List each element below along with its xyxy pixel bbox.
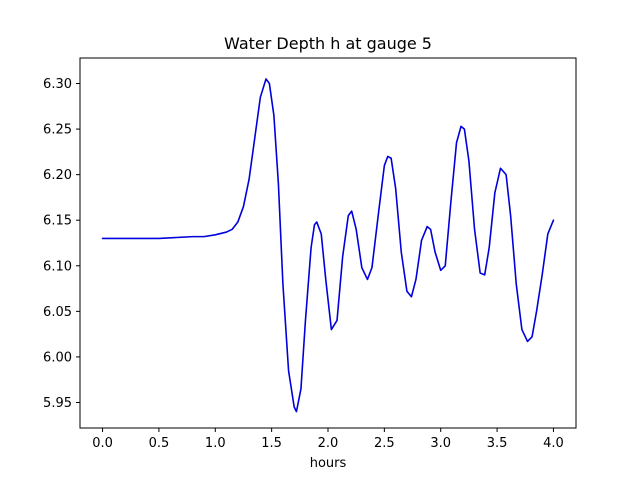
- x-axis-label: hours: [310, 456, 347, 471]
- y-axis: 5.95 6.00 6.05 6.10 6.15 6.20 6.25 6.30: [43, 77, 80, 411]
- y-tick-label: 6.25: [43, 123, 72, 138]
- y-tick-label: 6.00: [43, 350, 72, 365]
- y-tick-label: 6.15: [43, 214, 72, 229]
- x-tick-label: 1.0: [205, 436, 226, 451]
- x-tick-label: 1.5: [261, 436, 282, 451]
- plot-area: [101, 78, 555, 413]
- y-tick-label: 6.20: [43, 168, 72, 183]
- x-tick-label: 2.5: [374, 436, 395, 451]
- y-tick-label: 6.30: [43, 77, 72, 92]
- y-tick-label: 6.05: [43, 305, 72, 320]
- x-tick-label: 4.0: [543, 436, 564, 451]
- x-tick-label: 3.0: [430, 436, 451, 451]
- x-tick-label: 3.5: [487, 436, 508, 451]
- x-tick-label: 0.0: [92, 436, 113, 451]
- x-tick-label: 0.5: [149, 436, 170, 451]
- y-tick-label: 5.95: [43, 396, 72, 411]
- axes-frame: [79, 57, 577, 429]
- chart-title: Water Depth h at gauge 5: [224, 34, 432, 53]
- x-tick-label: 2.0: [318, 436, 339, 451]
- y-tick-label: 6.10: [43, 259, 72, 274]
- series-line-0: [101, 78, 555, 413]
- x-axis: 0.0 0.5 1.0 1.5 2.0 2.5 3.0 3.5 4.0: [92, 428, 564, 451]
